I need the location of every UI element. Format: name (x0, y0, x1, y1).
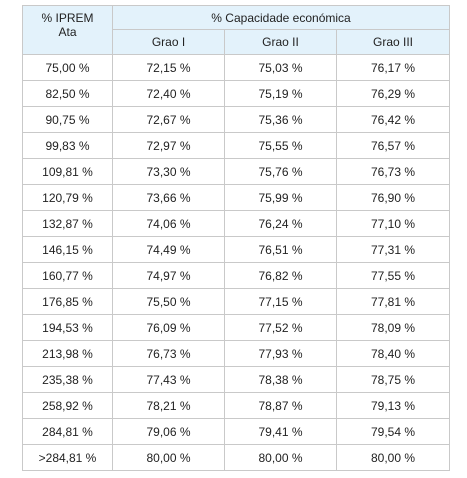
cell-grao-3: 78,75 % (335, 366, 451, 393)
cell-grao-1: 73,66 % (112, 184, 225, 211)
header-grao-1: Grao I (112, 29, 225, 55)
cell-grao-3: 77,81 % (335, 288, 451, 315)
cell-grao-3: 79,54 % (335, 418, 451, 445)
cell-iprem: 132,87 % (22, 210, 113, 237)
cell-iprem: 82,50 % (22, 80, 113, 107)
cell-grao-1: 72,15 % (112, 54, 225, 81)
table-row: 194,53 % 76,09 % 77,52 % 78,09 % (22, 314, 451, 341)
cell-grao-3: 76,90 % (335, 184, 451, 211)
cell-iprem: 258,92 % (22, 392, 113, 419)
header-iprem-label: % IPREM (41, 11, 94, 25)
cell-grao-2: 75,03 % (224, 54, 337, 81)
table-row: 120,79 % 73,66 % 75,99 % 76,90 % (22, 184, 451, 211)
table-row: 146,15 % 74,49 % 76,51 % 77,31 % (22, 236, 451, 263)
cell-grao-1: 74,97 % (112, 262, 225, 289)
iprem-capacity-table: % IPREM Ata % Capacidade económica Grao … (22, 5, 451, 471)
cell-grao-2: 77,52 % (224, 314, 337, 341)
cell-grao-2: 75,99 % (224, 184, 337, 211)
header-row-sub: Grao I Grao II Grao III (23, 29, 451, 55)
cell-grao-3: 76,42 % (335, 106, 451, 133)
cell-grao-2: 77,93 % (224, 340, 337, 367)
cell-grao-3: 80,00 % (335, 444, 451, 471)
table-row: 132,87 % 74,06 % 76,24 % 77,10 % (22, 210, 451, 237)
cell-grao-3: 76,57 % (335, 132, 451, 159)
cell-iprem: 284,81 % (22, 418, 113, 445)
cell-grao-2: 78,87 % (224, 392, 337, 419)
table-row: 90,75 % 72,67 % 75,36 % 76,42 % (22, 106, 451, 133)
cell-grao-3: 76,73 % (335, 158, 451, 185)
cell-grao-1: 72,67 % (112, 106, 225, 133)
cell-iprem: 109,81 % (22, 158, 113, 185)
table-row: 235,38 % 77,43 % 78,38 % 78,75 % (22, 366, 451, 393)
cell-grao-2: 77,15 % (224, 288, 337, 315)
cell-grao-2: 78,38 % (224, 366, 337, 393)
header-row-top: % IPREM Ata % Capacidade económica (22, 5, 451, 55)
cell-grao-2: 75,19 % (224, 80, 337, 107)
cell-grao-1: 72,40 % (112, 80, 225, 107)
cell-grao-1: 79,06 % (112, 418, 225, 445)
table-header: % IPREM Ata % Capacidade económica Grao … (22, 5, 451, 55)
cell-iprem: 120,79 % (22, 184, 113, 211)
cell-grao-2: 76,82 % (224, 262, 337, 289)
cell-grao-2: 79,41 % (224, 418, 337, 445)
cell-iprem: 75,00 % (22, 54, 113, 81)
table-row: 109,81 % 73,30 % 75,76 % 76,73 % (22, 158, 451, 185)
table-row: 160,77 % 74,97 % 76,82 % 77,55 % (22, 262, 451, 289)
cell-grao-2: 80,00 % (224, 444, 337, 471)
cell-grao-3: 78,09 % (335, 314, 451, 341)
cell-grao-2: 75,76 % (224, 158, 337, 185)
cell-grao-2: 76,24 % (224, 210, 337, 237)
table-row: 213,98 % 76,73 % 77,93 % 78,40 % (22, 340, 451, 367)
table-row: 176,85 % 75,50 % 77,15 % 77,81 % (22, 288, 451, 315)
cell-grao-1: 74,49 % (112, 236, 225, 263)
cell-iprem: >284,81 % (22, 444, 113, 471)
cell-iprem: 146,15 % (22, 236, 113, 263)
cell-grao-2: 75,55 % (224, 132, 337, 159)
cell-grao-2: 75,36 % (224, 106, 337, 133)
header-ata-label: Ata (58, 25, 77, 39)
table-row: 284,81 % 79,06 % 79,41 % 79,54 % (22, 418, 451, 445)
cell-iprem: 160,77 % (22, 262, 113, 289)
cell-iprem: 194,53 % (22, 314, 113, 341)
cell-grao-3: 79,13 % (335, 392, 451, 419)
header-iprem-ata: % IPREM Ata (22, 5, 113, 55)
cell-grao-3: 77,10 % (335, 210, 451, 237)
cell-grao-1: 77,43 % (112, 366, 225, 393)
table-row: 75,00 % 72,15 % 75,03 % 76,17 % (22, 54, 451, 81)
table-row: 82,50 % 72,40 % 75,19 % 76,29 % (22, 80, 451, 107)
header-capacity-group: % Capacidade económica (111, 5, 451, 30)
table-row: 258,92 % 78,21 % 78,87 % 79,13 % (22, 392, 451, 419)
cell-grao-1: 74,06 % (112, 210, 225, 237)
cell-grao-2: 76,51 % (224, 236, 337, 263)
cell-grao-1: 78,21 % (112, 392, 225, 419)
cell-grao-1: 76,73 % (112, 340, 225, 367)
cell-iprem: 176,85 % (22, 288, 113, 315)
cell-grao-3: 77,55 % (335, 262, 451, 289)
cell-grao-1: 73,30 % (112, 158, 225, 185)
table-row: 99,83 % 72,97 % 75,55 % 76,57 % (22, 132, 451, 159)
header-grao-2: Grao II (224, 29, 337, 55)
header-grao-3: Grao III (335, 29, 451, 55)
cell-iprem: 90,75 % (22, 106, 113, 133)
cell-grao-1: 72,97 % (112, 132, 225, 159)
cell-iprem: 235,38 % (22, 366, 113, 393)
table-container: % IPREM Ata % Capacidade económica Grao … (22, 5, 451, 471)
cell-grao-1: 75,50 % (112, 288, 225, 315)
cell-grao-1: 76,09 % (112, 314, 225, 341)
cell-iprem: 99,83 % (22, 132, 113, 159)
cell-grao-3: 76,29 % (335, 80, 451, 107)
cell-grao-3: 76,17 % (335, 54, 451, 81)
cell-grao-3: 78,40 % (335, 340, 451, 367)
table-row: >284,81 % 80,00 % 80,00 % 80,00 % (22, 444, 451, 471)
cell-iprem: 213,98 % (22, 340, 113, 367)
cell-grao-1: 80,00 % (112, 444, 225, 471)
cell-grao-3: 77,31 % (335, 236, 451, 263)
table-body: 75,00 % 72,15 % 75,03 % 76,17 % 82,50 % 72,40… (22, 54, 451, 471)
